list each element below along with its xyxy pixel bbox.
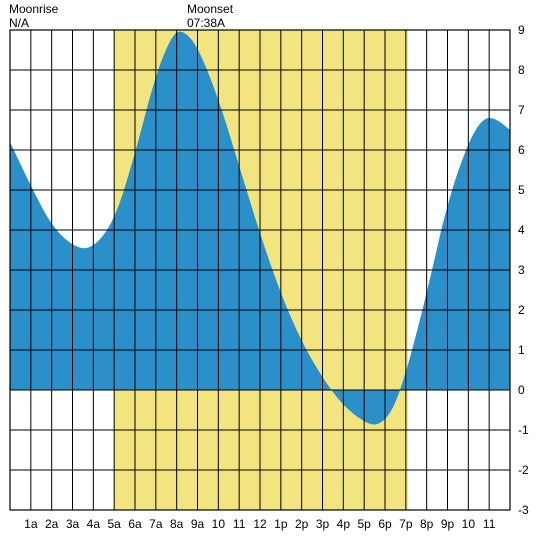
svg-text:6: 6	[518, 143, 525, 157]
svg-text:2p: 2p	[295, 517, 309, 531]
svg-text:1p: 1p	[274, 517, 288, 531]
moonset-label: Moonset	[187, 2, 233, 16]
svg-text:5: 5	[518, 183, 525, 197]
svg-text:3: 3	[518, 263, 525, 277]
svg-text:9p: 9p	[441, 517, 455, 531]
chart-canvas: -3-2-101234567891a2a3a4a5a6a7a8a9a101112…	[0, 0, 550, 550]
svg-text:4: 4	[518, 223, 525, 237]
svg-text:7a: 7a	[149, 517, 163, 531]
svg-text:10: 10	[462, 517, 476, 531]
svg-text:5p: 5p	[357, 517, 371, 531]
svg-text:6a: 6a	[128, 517, 142, 531]
svg-text:3p: 3p	[316, 517, 330, 531]
svg-text:0: 0	[518, 383, 525, 397]
tide-chart: -3-2-101234567891a2a3a4a5a6a7a8a9a101112…	[0, 0, 550, 550]
svg-text:1a: 1a	[24, 517, 38, 531]
svg-text:6p: 6p	[378, 517, 392, 531]
svg-text:11: 11	[483, 517, 496, 531]
svg-text:2: 2	[518, 303, 525, 317]
svg-text:11: 11	[233, 517, 246, 531]
moonrise-block: Moonrise N/A	[9, 2, 58, 30]
moonset-value: 07:38A	[187, 16, 233, 30]
svg-text:7: 7	[518, 103, 525, 117]
svg-text:10: 10	[212, 517, 226, 531]
svg-text:1: 1	[518, 343, 525, 357]
svg-text:-2: -2	[518, 463, 529, 477]
moonset-block: Moonset 07:38A	[187, 2, 233, 30]
svg-text:5a: 5a	[107, 517, 121, 531]
svg-text:-1: -1	[518, 423, 529, 437]
svg-text:4a: 4a	[87, 517, 101, 531]
svg-text:9: 9	[518, 23, 525, 37]
svg-text:7p: 7p	[399, 517, 413, 531]
moonrise-value: N/A	[9, 16, 58, 30]
moonrise-label: Moonrise	[9, 2, 58, 16]
svg-text:4p: 4p	[337, 517, 351, 531]
svg-text:9a: 9a	[191, 517, 205, 531]
svg-text:-3: -3	[518, 503, 529, 517]
svg-text:8p: 8p	[420, 517, 434, 531]
svg-text:8a: 8a	[170, 517, 184, 531]
svg-text:2a: 2a	[45, 517, 59, 531]
svg-text:12: 12	[253, 517, 267, 531]
svg-text:3a: 3a	[66, 517, 80, 531]
svg-text:8: 8	[518, 63, 525, 77]
